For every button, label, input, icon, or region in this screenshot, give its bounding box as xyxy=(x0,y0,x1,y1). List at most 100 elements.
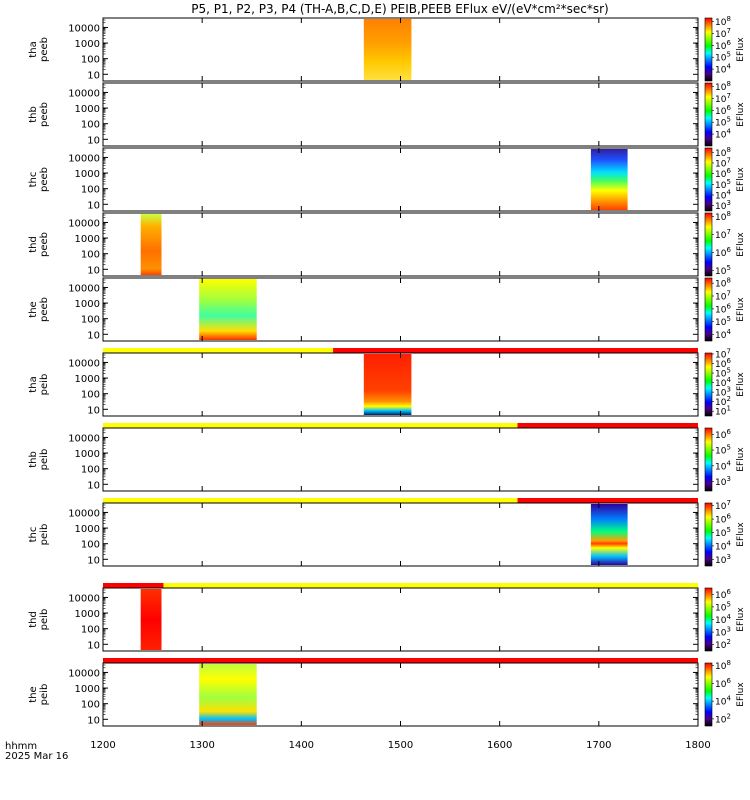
y-tick-label: 10000 xyxy=(68,88,100,99)
colorbar-tick-label: 104 xyxy=(715,613,731,626)
panel-product-label: peib xyxy=(39,449,50,471)
colorbar xyxy=(704,587,713,652)
panel-background xyxy=(103,428,698,491)
panel-label: the peib xyxy=(28,684,50,706)
y-tick-label: 10 xyxy=(87,200,100,211)
panel-product-label: peeb xyxy=(39,102,50,127)
colorbar-label-text: EFlux xyxy=(736,37,746,62)
colorbar-tick-label: 105 xyxy=(715,315,731,328)
colorbar-label: EFlux xyxy=(736,297,746,322)
colorbar-tick-label: 106 xyxy=(715,677,731,690)
y-tick-label: 10000 xyxy=(68,358,100,369)
panel-probe-label: thc xyxy=(28,172,39,188)
flag-bar-right xyxy=(163,583,698,588)
y-tick-label: 10 xyxy=(87,555,100,566)
colorbar-tick-label: 104 xyxy=(715,459,731,472)
colorbar-tick-label: 103 xyxy=(715,626,731,639)
colorbar-tick-label: 106 xyxy=(715,302,731,315)
colorbar-label: EFlux xyxy=(736,372,746,397)
spectrogram-segment xyxy=(363,354,412,415)
y-tick-label: 1000 xyxy=(75,684,100,695)
colorbar-tick-label: 107 xyxy=(715,228,731,241)
spectrogram-segment xyxy=(140,214,162,275)
colorbar-label-text: EFlux xyxy=(736,372,746,397)
panel-probe-label: thb xyxy=(28,106,39,123)
colorbar xyxy=(704,352,713,417)
panel-product-label: peib xyxy=(39,609,50,631)
y-tick-label: 100 xyxy=(81,540,100,551)
panel-probe-label: thb xyxy=(28,451,39,468)
panel-probe-label: thd xyxy=(28,236,39,253)
y-tick-label: 10 xyxy=(87,135,100,146)
y-tick-label: 10000 xyxy=(68,218,100,229)
y-tick-label: 10 xyxy=(87,70,100,81)
colorbar-tick-label: 105 xyxy=(715,600,731,613)
colorbar-label: EFlux xyxy=(736,167,746,192)
flag-bar-left xyxy=(103,348,334,353)
y-tick-label: 100 xyxy=(81,465,100,476)
y-tick-label: 1000 xyxy=(75,169,100,180)
spectrogram-segment xyxy=(363,19,412,80)
colorbar-label-text: EFlux xyxy=(736,232,746,257)
panel-background xyxy=(103,588,698,651)
y-tick-label: 10 xyxy=(87,715,100,726)
panel-label: thb peib xyxy=(28,449,50,471)
panel-thb-peib: 10000 1000 100 10 thb peib 106 105 104 103 EFlux xyxy=(28,423,746,492)
spectrogram-segment xyxy=(590,504,628,565)
colorbar-label: EFlux xyxy=(736,102,746,127)
y-tick-label: 1000 xyxy=(75,609,100,620)
colorbar xyxy=(704,82,713,147)
spectrogram-segment xyxy=(199,664,257,725)
x-tick-label: 1500 xyxy=(388,740,413,751)
y-tick-label: 100 xyxy=(81,315,100,326)
colorbar-tick-label: 106 xyxy=(715,428,731,441)
panel-background xyxy=(103,83,698,146)
y-tick-label: 10000 xyxy=(68,153,100,164)
x-label-hhmm: hhmm xyxy=(5,741,37,752)
colorbar-tick-label: 105 xyxy=(715,526,731,539)
colorbar-label: EFlux xyxy=(736,522,746,547)
colorbar-label-text: EFlux xyxy=(736,522,746,547)
x-axis: 1200 1300 1400 1500 1600 1700 1800 xyxy=(90,740,710,751)
y-tick-label: 10000 xyxy=(68,283,100,294)
y-tick-label: 100 xyxy=(81,55,100,66)
flag-bar-left xyxy=(103,423,518,428)
panel-probe-label: thc xyxy=(28,527,39,543)
panel-label: thb peeb xyxy=(28,102,50,127)
x-tick-label: 1300 xyxy=(189,740,214,751)
y-tick-label: 100 xyxy=(81,700,100,711)
panel-probe-label: tha xyxy=(28,41,39,57)
x-label-date: 2025 Mar 16 xyxy=(5,751,68,762)
colorbar xyxy=(704,277,713,342)
colorbar xyxy=(704,17,713,82)
colorbar xyxy=(704,502,713,567)
colorbar-tick-label: 107 xyxy=(715,499,731,512)
colorbar-tick-label: 103 xyxy=(715,475,731,488)
x-tick-label: 1400 xyxy=(289,740,314,751)
panel-background xyxy=(103,278,698,341)
colorbar-label-text: EFlux xyxy=(736,607,746,632)
colorbar xyxy=(704,427,713,492)
colorbar-tick-label: 104 xyxy=(715,695,731,708)
panel-product-label: peib xyxy=(39,524,50,546)
panel-probe-label: thd xyxy=(28,611,39,628)
colorbar-tick-label: 104 xyxy=(715,539,731,552)
y-tick-label: 10000 xyxy=(68,508,100,519)
y-tick-label: 100 xyxy=(81,185,100,196)
colorbar-tick-label: 105 xyxy=(715,264,731,277)
panel-product-label: peeb xyxy=(39,167,50,192)
spectrogram-segment xyxy=(199,279,257,340)
colorbar-tick-label: 105 xyxy=(715,444,731,457)
colorbar-tick-label: 108 xyxy=(715,659,731,672)
panel-label: thd peeb xyxy=(28,232,50,257)
flag-bar-left xyxy=(103,658,698,663)
y-tick-label: 10000 xyxy=(68,23,100,34)
panel-product-label: peeb xyxy=(39,297,50,322)
colorbar-label: EFlux xyxy=(736,37,746,62)
